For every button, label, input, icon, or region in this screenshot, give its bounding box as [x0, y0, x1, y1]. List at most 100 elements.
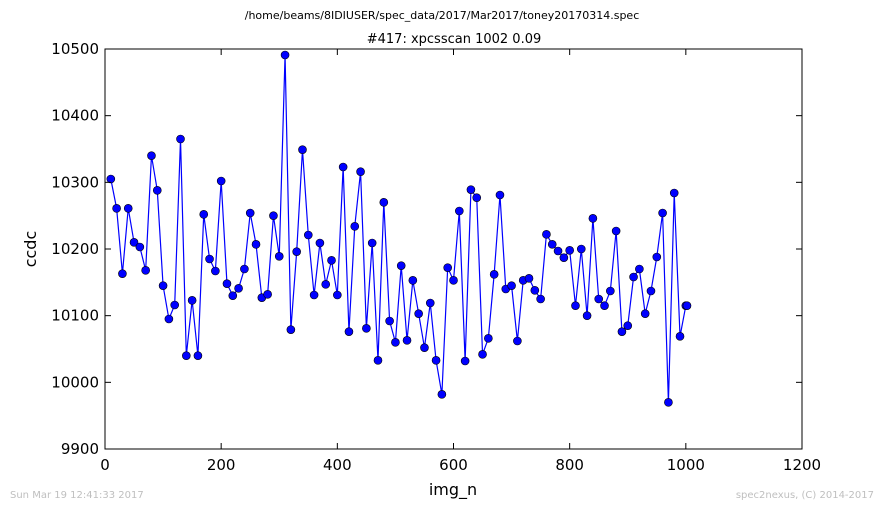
data-point [495, 190, 505, 200]
data-point [112, 204, 121, 213]
data-point [611, 226, 621, 236]
data-point [298, 145, 307, 154]
data-point [234, 284, 243, 293]
data-point [170, 300, 179, 310]
data-point [455, 206, 464, 216]
data-point [147, 151, 156, 160]
data-point [640, 309, 650, 318]
data-point [280, 50, 290, 60]
data-point [635, 264, 644, 274]
data-point [141, 266, 150, 275]
data-point [443, 263, 452, 272]
data-point [216, 176, 226, 186]
series-line [110, 54, 687, 403]
data-point [582, 311, 592, 320]
figure-suptitle: /home/beams/8IDIUSER/spec_data/2017/Mar2… [245, 9, 640, 22]
data-point [420, 343, 429, 352]
data-point [437, 390, 447, 399]
x-tick-label: 200 [207, 456, 236, 474]
y-tick-label: 10200 [51, 240, 99, 258]
footer-timestamp: Sun Mar 19 12:41:33 2017 [10, 490, 144, 501]
data-point [176, 134, 185, 144]
data-point [472, 193, 482, 202]
data-point [385, 316, 394, 326]
data-point [530, 286, 540, 295]
data-point [600, 301, 609, 310]
data-point [367, 238, 377, 248]
data-point [460, 356, 470, 366]
y-tick-label: 10500 [51, 40, 99, 58]
data-point [379, 198, 389, 207]
data-point [362, 324, 371, 333]
data-point [193, 351, 203, 360]
data-point [489, 270, 499, 279]
x-tick-label: 1000 [667, 456, 705, 474]
data-point [182, 351, 191, 360]
data-point [553, 246, 563, 256]
data-point [414, 309, 423, 318]
data-point [135, 242, 145, 252]
data-point [344, 327, 354, 336]
data-point [211, 266, 220, 276]
data-point [606, 286, 615, 296]
data-point [123, 204, 133, 213]
data-point [251, 240, 261, 249]
data-point [356, 167, 365, 176]
data-point [391, 338, 400, 347]
data-point [240, 264, 249, 274]
plot-frame [104, 48, 803, 450]
y-axis: 9900 10000 10100 10200 10300 10400 10500 [51, 40, 802, 458]
chart-title: #417: xpcsscan 1002 0.09 [367, 32, 542, 47]
data-point [513, 336, 522, 346]
data-point [152, 186, 162, 195]
data-point [321, 280, 331, 289]
data-point [576, 244, 586, 254]
data-point [617, 327, 627, 336]
data-point [623, 321, 633, 330]
data-point [205, 254, 214, 264]
data-point [675, 332, 685, 341]
data-point [129, 238, 139, 247]
data-point [292, 247, 301, 256]
data-point [658, 208, 667, 218]
footer-credit: spec2nexus, (C) 2014-2017 [736, 490, 874, 501]
data-point [682, 301, 692, 310]
data-point [484, 334, 493, 343]
data-point [664, 398, 673, 407]
data-point [222, 279, 232, 288]
x-axis: 0 200 400 600 800 1000 1200 [100, 49, 821, 474]
y-tick-label: 10400 [51, 107, 99, 125]
data-point [646, 286, 656, 296]
data-point [594, 294, 604, 304]
data-point [286, 325, 296, 334]
data-point [187, 296, 197, 305]
data-point [425, 298, 435, 308]
data-point [466, 185, 476, 194]
data-point [373, 356, 383, 365]
plot-area [106, 50, 692, 407]
x-tick-label: 800 [555, 456, 584, 474]
data-point [338, 162, 348, 172]
x-tick-label: 1200 [783, 456, 821, 474]
data-point [669, 188, 679, 198]
x-axis-label: img_n [429, 480, 477, 500]
data-point [571, 301, 580, 310]
data-point [396, 261, 406, 270]
data-point [263, 290, 272, 299]
data-point [350, 222, 360, 231]
y-tick-label: 9900 [61, 440, 99, 458]
y-tick-label: 10300 [51, 173, 99, 191]
data-point [245, 208, 255, 218]
data-point [164, 314, 174, 324]
data-point [449, 276, 458, 285]
y-tick-label: 10100 [51, 307, 99, 325]
data-point [408, 276, 418, 285]
data-point [333, 290, 342, 300]
data-point [524, 274, 534, 283]
data-point [158, 281, 168, 290]
data-point [269, 211, 278, 220]
x-tick-label: 0 [100, 456, 110, 474]
data-point [559, 253, 569, 262]
data-point [565, 246, 574, 255]
